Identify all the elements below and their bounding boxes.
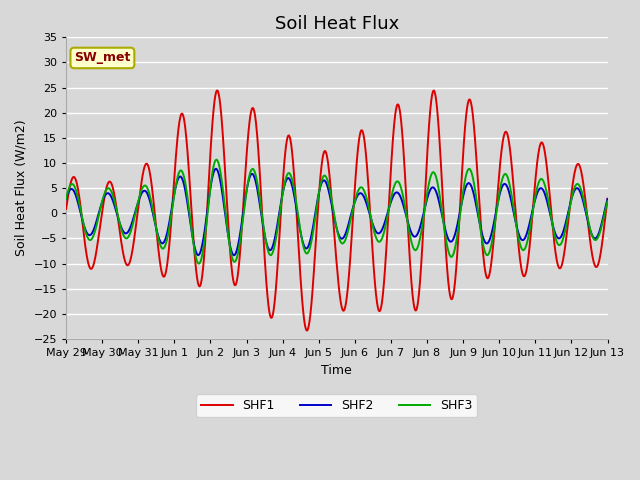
SHF1 (62, 206, 70, 212)
SHF3 (126, 231, 134, 237)
Line: SHF3: SHF3 (66, 160, 607, 264)
SHF2 (604, 196, 611, 202)
SHF2 (314, 197, 321, 203)
Y-axis label: Soil Heat Flux (W/m2): Soil Heat Flux (W/m2) (15, 120, 28, 256)
Legend: SHF1, SHF2, SHF3: SHF1, SHF2, SHF3 (196, 394, 477, 417)
SHF3 (371, 231, 379, 237)
Line: SHF1: SHF1 (66, 90, 607, 331)
SHF3 (292, 201, 300, 207)
SHF2 (292, 206, 300, 212)
Title: Soil Heat Flux: Soil Heat Flux (275, 15, 399, 33)
Text: SW_met: SW_met (74, 51, 131, 64)
SHF3 (304, 250, 312, 256)
SHF1 (104, 180, 112, 186)
SHF3 (195, 261, 203, 266)
SHF3 (212, 157, 220, 163)
SHF1 (604, 196, 611, 202)
X-axis label: Time: Time (321, 363, 352, 376)
SHF2 (371, 227, 379, 232)
SHF3 (104, 185, 112, 191)
SHF3 (62, 196, 70, 202)
SHF1 (213, 87, 221, 93)
SHF2 (230, 252, 238, 258)
SHF1 (314, 213, 321, 219)
SHF2 (126, 225, 134, 231)
SHF1 (292, 204, 300, 209)
SHF3 (314, 199, 321, 205)
Line: SHF2: SHF2 (66, 169, 607, 255)
SHF1 (126, 259, 134, 264)
SHF2 (304, 244, 312, 250)
SHF1 (303, 328, 311, 334)
SHF2 (62, 196, 70, 202)
SHF2 (212, 166, 220, 172)
SHF1 (371, 280, 379, 286)
SHF3 (604, 198, 611, 204)
SHF2 (104, 190, 112, 196)
SHF1 (304, 327, 312, 333)
